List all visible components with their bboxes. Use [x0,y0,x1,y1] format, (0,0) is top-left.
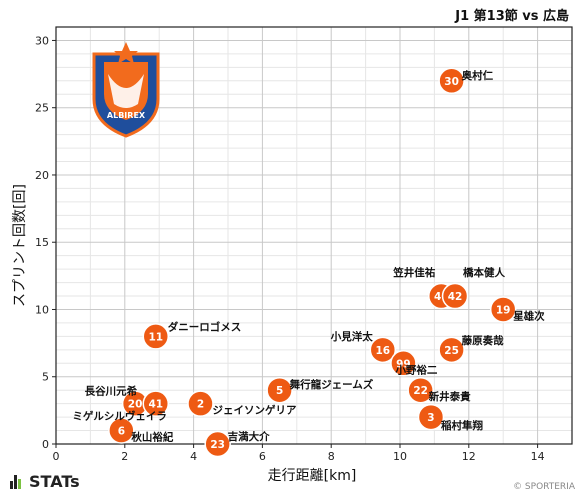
y-tick-label: 10 [35,303,49,316]
x-tick-label: 14 [531,450,545,463]
stats-logo-icon [10,474,24,489]
match-header: J1 第13節 vs 広島 [455,9,569,24]
player-number: 23 [210,439,225,451]
stats-brand: STATs [10,472,80,491]
x-tick-label: 0 [53,450,60,463]
player-number: 25 [444,345,459,357]
player-name-label: 吉満大介 [228,430,270,443]
player-number: 22 [413,385,428,397]
x-tick-label: 12 [462,450,476,463]
player-number: 41 [148,399,163,411]
player-marker-16 [369,336,397,364]
player-name-label: ジェイソンゲリア [212,404,296,417]
player-name-label: 笠井佳祐 [392,266,435,279]
player-name-label: 舞行龍ジェームズ [289,378,374,391]
player-name-label: 奥村仁 [462,69,494,82]
player-name-label: 橋本健人 [463,266,505,279]
player-marker-23 [204,430,231,458]
svg-text:ALBIREX: ALBIREX [107,111,146,120]
copyright-credit: © SPORTERIA [513,482,575,492]
player-marker-19 [489,296,517,323]
x-tick-label: 8 [328,450,335,463]
y-axis-title: スプリント回数[回] [12,184,28,307]
player-name-label: 藤原奏哉 [462,334,504,347]
player-number: 6 [118,426,125,438]
player-name-label: 小野裕二 [394,363,437,376]
x-axis-title: 走行距離[km] [268,467,357,484]
y-tick-label: 20 [35,169,49,182]
player-number: 20 [128,399,143,411]
player-name-label: 長谷川元希 [85,385,138,398]
y-tick-label: 25 [35,102,49,115]
player-marker-6 [108,417,135,444]
player-marker-2 [187,390,214,417]
player-marker-5 [266,376,293,404]
player-marker-3 [417,403,445,431]
player-number: 99 [396,358,411,370]
player-marker-99 [390,350,417,377]
player-number: 3 [427,412,434,424]
player-number: 5 [276,385,283,397]
x-tick-label: 4 [190,450,197,463]
brand-text: STATs [29,472,80,491]
player-number: 2 [197,399,204,411]
player-marker-30 [438,67,465,95]
player-marker-11 [142,323,170,350]
y-tick-label: 30 [35,34,49,47]
player-number: 16 [375,345,390,357]
player-number: 30 [444,76,459,88]
player-name-label: 秋山裕紀 [131,431,173,444]
x-tick-label: 6 [259,450,266,463]
y-tick-label: 15 [35,236,49,249]
y-tick-label: 0 [42,438,49,451]
y-tick-label: 5 [42,371,49,384]
player-name-label: ミゲルシルヴェイラ [72,410,167,423]
player-name-label: ダニーロゴメス [168,320,242,333]
club-emblem-logo: ALBIREX [92,42,160,138]
player-number: 42 [448,291,463,303]
player-name-label: 星雄次 [513,309,545,322]
player-name-label: 稲村隼翔 [441,419,483,432]
player-marker-22 [407,376,434,404]
player-marker-41 [142,390,170,417]
x-tick-label: 2 [121,450,128,463]
player-marker-42 [441,282,469,310]
player-name-label: 新井泰貴 [429,390,471,403]
player-number: 11 [148,331,163,343]
x-tick-label: 10 [393,450,407,463]
plot-frame [55,26,573,445]
player-number: 19 [496,304,511,316]
player-marker-25 [438,336,465,364]
player-name-label: 小見洋太 [330,330,373,343]
